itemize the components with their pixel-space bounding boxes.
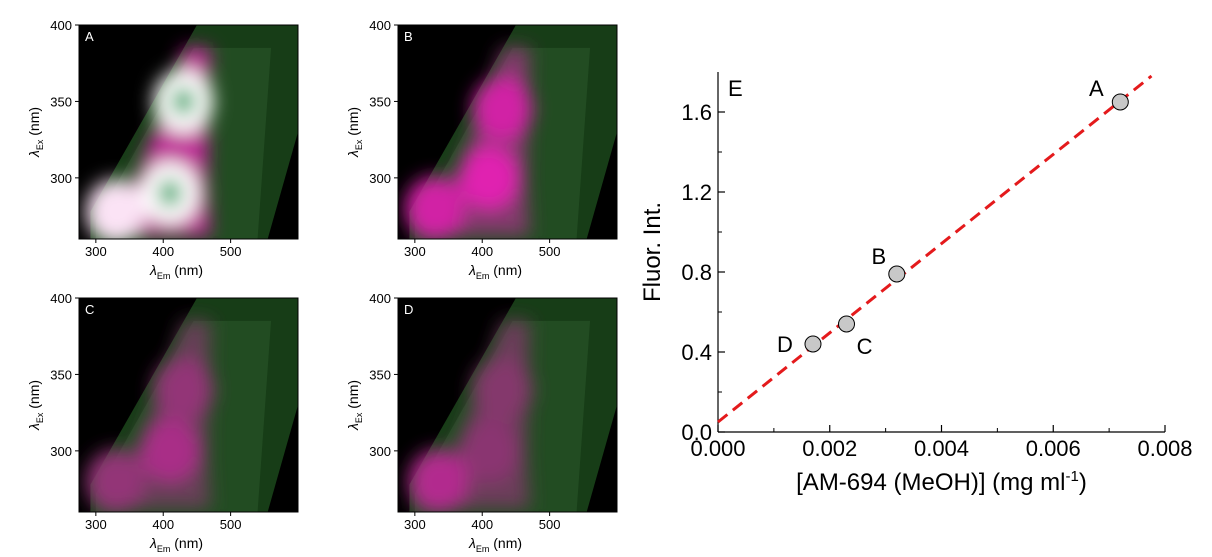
plot-frame bbox=[78, 24, 299, 240]
x-tick-label: 300 bbox=[85, 517, 107, 532]
point-label: D bbox=[777, 332, 793, 357]
fluorescence-peak bbox=[472, 357, 533, 422]
y-axis-label: λEx (nm) bbox=[345, 107, 364, 158]
linear-fit-line bbox=[717, 74, 1153, 424]
y-tick-label: 350 bbox=[369, 367, 391, 382]
y-tick-label: 350 bbox=[50, 94, 72, 109]
point-label: B bbox=[871, 244, 886, 269]
x-tick-label: 300 bbox=[404, 517, 426, 532]
fluorescence-peak bbox=[86, 449, 147, 512]
point-label: A bbox=[1089, 76, 1104, 101]
heatmap-panel-B: 300 400 500 300 350 400 λEm (nm) λEx (nm) B bbox=[345, 18, 618, 281]
fluorescence-peak bbox=[139, 418, 200, 483]
y-tick-label: 400 bbox=[50, 291, 72, 306]
panel-label: D bbox=[404, 302, 413, 317]
x-tick-label: 0.008 bbox=[1137, 436, 1192, 461]
fluorescence-peak bbox=[153, 357, 214, 422]
panel-label: B bbox=[404, 29, 413, 44]
data-point-D bbox=[804, 335, 822, 353]
y-tick-label: 1.2 bbox=[681, 180, 712, 205]
x-axis-label: λEm (nm) bbox=[468, 535, 522, 554]
x-tick-label: 0.004 bbox=[914, 436, 969, 461]
x-tick-label: 300 bbox=[85, 244, 107, 259]
x-tick-label: 0.000 bbox=[690, 436, 745, 461]
scatter-panel-E: 0.000 0.002 0.004 0.006 0.008 0.0 0.4 0.8 1.2 1.6… bbox=[639, 72, 1193, 496]
y-tick-label: 300 bbox=[369, 171, 391, 186]
y-tick-label: 400 bbox=[369, 18, 391, 33]
fluorescence-peak-core bbox=[157, 179, 182, 208]
x-tick-label: 400 bbox=[471, 244, 493, 259]
panel-label: C bbox=[85, 302, 94, 317]
plot-frame bbox=[397, 297, 618, 513]
y-tick-label: 400 bbox=[369, 291, 391, 306]
y-tick-label: 350 bbox=[50, 367, 72, 382]
x-axis-label: λEm (nm) bbox=[149, 262, 203, 281]
y-tick-label: 300 bbox=[50, 444, 72, 459]
fluorescence-peak bbox=[86, 179, 147, 239]
x-tick-label: 400 bbox=[152, 244, 174, 259]
y-tick-label: 400 bbox=[50, 18, 72, 33]
panel-label: A bbox=[85, 29, 94, 44]
heatmap-panel-D: 300 400 500 300 350 400 λEm (nm) λEx (nm) D bbox=[345, 291, 618, 554]
data-point-A bbox=[1111, 93, 1129, 111]
x-tick-label: 400 bbox=[152, 517, 174, 532]
x-tick-label: 500 bbox=[539, 244, 561, 259]
x-axis-label: λEm (nm) bbox=[149, 535, 203, 554]
y-tick-label: 1.6 bbox=[681, 100, 712, 125]
x-tick-label: 300 bbox=[404, 244, 426, 259]
x-axis-label: [AM-694 (MeOH)] (mg ml-1) bbox=[796, 468, 1087, 496]
heatmap-panel-C: 300 400 500 300 350 400 λEm (nm) λEx (nm) C bbox=[26, 291, 299, 554]
panel-label: E bbox=[728, 76, 743, 101]
y-tick-label: 0.8 bbox=[681, 260, 712, 285]
x-tick-label: 500 bbox=[220, 517, 242, 532]
y-tick-label: 0.4 bbox=[681, 340, 712, 365]
x-tick-label: 500 bbox=[220, 244, 242, 259]
plot-frame bbox=[397, 24, 618, 240]
fluorescence-peak bbox=[405, 176, 466, 239]
y-tick-label: 300 bbox=[50, 171, 72, 186]
data-point-B bbox=[888, 265, 906, 283]
fluorescence-peak-core bbox=[171, 87, 196, 116]
y-axis-label: λEx (nm) bbox=[26, 380, 45, 431]
plot-frame bbox=[78, 297, 299, 513]
point-label: C bbox=[857, 334, 873, 359]
fluorescence-peak bbox=[472, 77, 533, 142]
x-tick-label: 0.006 bbox=[1026, 436, 1081, 461]
heatmap-panel-A: 300 400 500 300 350 400 λEm (nm) λEx (nm) A bbox=[26, 18, 299, 281]
y-tick-label: 300 bbox=[369, 444, 391, 459]
x-tick-label: 400 bbox=[471, 517, 493, 532]
x-tick-label: 0.002 bbox=[802, 436, 857, 461]
y-axis-label: λEx (nm) bbox=[26, 107, 45, 158]
data-point-C bbox=[838, 315, 856, 333]
y-axis-label: λEx (nm) bbox=[345, 380, 364, 431]
fluorescence-peak bbox=[458, 418, 519, 483]
y-tick-label: 350 bbox=[369, 94, 391, 109]
heatmap-panels: 300 400 500 300 350 400 λEm (nm) λEx (nm) A 300 40… bbox=[26, 18, 618, 554]
y-tick-label: 0.0 bbox=[681, 420, 712, 445]
x-tick-label: 500 bbox=[539, 517, 561, 532]
fluorescence-peak bbox=[408, 449, 469, 512]
fluorescence-peak bbox=[458, 145, 519, 210]
x-axis-label: λEm (nm) bbox=[468, 262, 522, 281]
y-axis-label: Fluor. Int. bbox=[639, 202, 666, 302]
